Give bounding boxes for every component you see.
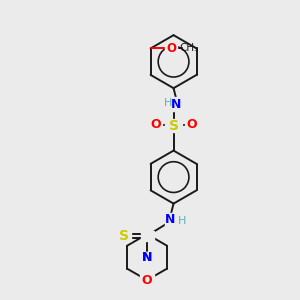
FancyBboxPatch shape xyxy=(141,252,154,262)
Text: N: N xyxy=(142,251,152,264)
FancyBboxPatch shape xyxy=(165,213,182,227)
Text: O: O xyxy=(142,274,152,286)
Text: N: N xyxy=(171,98,182,111)
Text: CH₃: CH₃ xyxy=(179,43,199,53)
Text: S: S xyxy=(169,118,178,133)
FancyBboxPatch shape xyxy=(141,252,154,262)
Text: O: O xyxy=(150,118,160,131)
Text: H: H xyxy=(178,216,187,226)
FancyBboxPatch shape xyxy=(141,231,154,241)
FancyBboxPatch shape xyxy=(185,120,198,130)
FancyBboxPatch shape xyxy=(165,119,182,132)
Text: H: H xyxy=(164,98,172,109)
FancyBboxPatch shape xyxy=(165,97,182,111)
FancyBboxPatch shape xyxy=(118,231,130,241)
Text: N: N xyxy=(142,251,152,264)
FancyBboxPatch shape xyxy=(140,274,154,286)
Text: O: O xyxy=(187,118,197,131)
Text: O: O xyxy=(166,42,176,55)
Text: S: S xyxy=(119,229,129,243)
Text: N: N xyxy=(165,213,175,226)
FancyBboxPatch shape xyxy=(165,44,177,53)
FancyBboxPatch shape xyxy=(149,120,162,130)
